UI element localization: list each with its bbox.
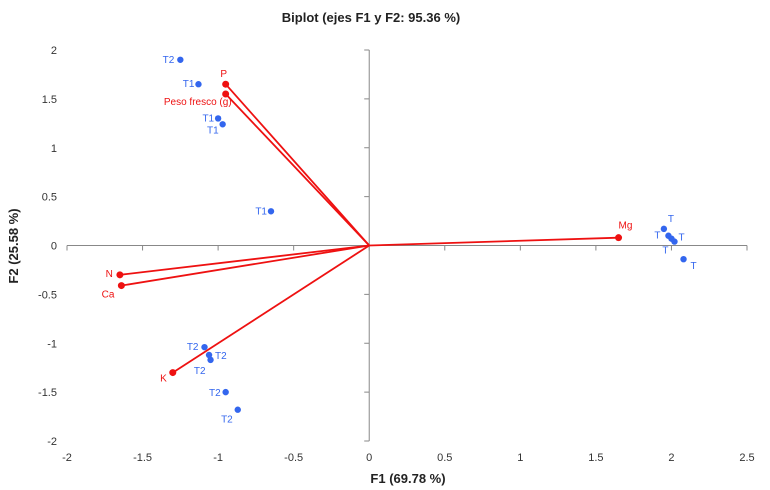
variable-label: N <box>106 269 113 280</box>
variable-label: Peso fresco (g) <box>164 97 232 108</box>
x-tick-label: -1 <box>213 452 223 464</box>
x-tick-label: -1.5 <box>133 452 152 464</box>
variable-point <box>222 90 230 98</box>
x-tick-label: -2 <box>62 452 72 464</box>
observation-label: T <box>654 231 660 242</box>
observation-point <box>205 351 213 359</box>
variable-vector <box>119 244 370 276</box>
x-axis-title: F1 (69.78 %) <box>370 471 445 486</box>
y-axis-title: F2 (25.58 %) <box>6 208 21 283</box>
observation-point <box>234 406 241 413</box>
plot-area: -2 -1.5 -1 -0.5 0 0.5 1 1.5 2 2.5 -2 -1.5 -1 -0.5 0 0.5… <box>38 45 755 464</box>
observation-point <box>195 81 202 88</box>
variable-vector <box>224 83 370 247</box>
y-tick-label: 0.5 <box>42 192 57 204</box>
observation-point <box>671 238 678 245</box>
variable-point <box>169 369 177 377</box>
observation-point <box>222 388 229 396</box>
observation-label: T2 <box>209 388 221 399</box>
observation-point <box>177 56 184 63</box>
y-tick-label: -1 <box>47 338 57 350</box>
x-tick-label: 0 <box>366 452 372 464</box>
variable-vector <box>369 236 619 247</box>
observation-point <box>214 115 222 122</box>
observation-label: T1 <box>183 79 195 90</box>
observation-label: T1 <box>255 206 267 217</box>
observation-label: T <box>678 233 684 244</box>
observation-label: T2 <box>221 415 233 426</box>
x-tick-label: 2.5 <box>739 452 754 464</box>
observation-label: T2 <box>215 351 227 362</box>
variable-label: P <box>220 69 227 80</box>
x-tick-label: 1.5 <box>588 452 603 464</box>
y-tick-label: 1 <box>51 143 57 155</box>
y-tick-label: 2 <box>51 45 57 57</box>
observation-point <box>201 343 208 351</box>
variable-vector <box>225 93 370 247</box>
y-tick-label: -2 <box>47 436 57 448</box>
variable-label: Ca <box>102 290 115 301</box>
observation-label: T <box>691 261 697 272</box>
y-tick-label: 0 <box>51 241 57 253</box>
x-tick-label: 2 <box>668 452 674 464</box>
y-tick-label: -0.5 <box>38 289 57 301</box>
observation-point <box>660 225 668 233</box>
observation-label: T2 <box>163 55 175 66</box>
variable-vector <box>172 244 370 374</box>
observation-label: T1 <box>202 113 214 124</box>
observation-label: T <box>668 214 674 225</box>
observation-point <box>267 208 275 215</box>
observation-point <box>207 356 214 364</box>
variable-point <box>117 282 125 290</box>
variable-vector <box>121 244 370 287</box>
variable-label: K <box>160 374 167 385</box>
y-tick-label: 1.5 <box>42 94 57 106</box>
observation-label: T <box>662 246 668 257</box>
variable-point <box>116 271 124 279</box>
x-tick-label: -0.5 <box>284 452 303 464</box>
observation-label: T1 <box>207 125 219 136</box>
observation-point <box>219 121 226 128</box>
variable-label: Mg <box>619 221 633 232</box>
x-tick-label: 0.5 <box>437 452 452 464</box>
variable-point <box>615 234 623 242</box>
x-tick-label: 1 <box>517 452 523 464</box>
chart-title: Biplot (ejes F1 y F2: 95.36 %) <box>282 10 460 25</box>
observation-label: T2 <box>187 342 199 353</box>
observation-point <box>680 255 687 263</box>
variable-point <box>222 80 230 88</box>
y-tick-label: -1.5 <box>38 387 57 399</box>
observation-label: T2 <box>194 366 206 377</box>
